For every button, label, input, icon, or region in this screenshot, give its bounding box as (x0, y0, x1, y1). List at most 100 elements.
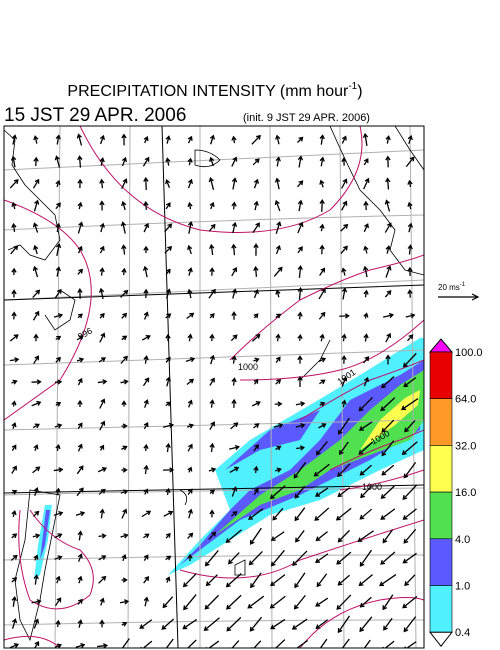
wind-arrow (209, 201, 215, 210)
wind-arrow (54, 423, 63, 429)
wind-arrow (33, 135, 39, 144)
wind-arrow (33, 444, 39, 451)
wind-arrow (269, 485, 286, 500)
wind-arrow (231, 398, 237, 408)
wind-arrow (31, 599, 42, 605)
wind-arrow (186, 378, 195, 385)
wind-arrow (53, 313, 64, 319)
wind-arrow (187, 508, 193, 519)
wind-arrow (253, 243, 259, 256)
wind-arrow (185, 357, 196, 363)
wind-arrow (120, 289, 129, 298)
wind-arrow (275, 244, 281, 255)
wind-arrow (143, 288, 149, 299)
wind-arrow (142, 377, 150, 387)
wind-arrow (319, 199, 325, 212)
wind-arrow (165, 179, 171, 189)
wind-arrow (9, 357, 20, 363)
wind-arrow (249, 616, 263, 632)
wind-arrow (253, 289, 259, 299)
wind-arrow (402, 508, 417, 520)
wind-arrow (209, 399, 215, 408)
wind-arrow (314, 507, 330, 521)
wind-arrow (187, 244, 193, 255)
wind-arrow (270, 549, 285, 567)
map-area (4, 126, 424, 648)
wind-arrow (407, 222, 413, 233)
wind-legend-label: 20 ms-1 (438, 282, 466, 292)
wind-arrow (270, 531, 285, 541)
wind-arrow (55, 179, 61, 188)
wind-arrow (187, 488, 193, 495)
wind-arrow (99, 200, 105, 211)
wind-arrow (11, 134, 17, 145)
isobar-label: 1000 (362, 482, 382, 492)
wind-arrow (407, 244, 413, 255)
colorbar-segment (429, 445, 453, 493)
wind-arrow (209, 377, 215, 386)
wind-arrow (275, 467, 282, 473)
wind-arrow (143, 443, 149, 451)
wind-arrow (120, 379, 129, 385)
wind-arrow (380, 397, 396, 412)
wind-arrow (32, 466, 41, 474)
wind-arrow (143, 488, 149, 495)
wind-arrow (121, 508, 128, 519)
wind-arrow (32, 310, 40, 321)
wind-arrow (357, 530, 374, 542)
wind-arrow (76, 357, 85, 363)
wind-arrow (293, 594, 306, 610)
wind-arrow (10, 155, 17, 168)
wind-arrow (205, 640, 220, 648)
wind-arrow (275, 445, 282, 451)
wind-arrow (407, 179, 413, 188)
wind-arrow (165, 532, 171, 539)
wind-arrow (182, 573, 197, 588)
wind-arrow (231, 221, 238, 234)
wind-arrow (120, 533, 129, 539)
wind-arrow (165, 376, 171, 387)
wind-arrow (358, 441, 374, 455)
isobar-label: 996 (76, 326, 94, 342)
wind-arrow (143, 176, 149, 190)
wind-arrow (275, 289, 281, 298)
wind-arrow (9, 643, 20, 648)
wind-arrow (182, 618, 198, 630)
wind-arrow (186, 423, 194, 429)
colorbar-bottom-triangle (428, 631, 454, 648)
wind-arrow (33, 486, 39, 497)
wind-arrow (31, 379, 42, 385)
wind-arrow (297, 311, 303, 320)
wind-arrow (139, 619, 153, 629)
wind-arrow (11, 379, 18, 385)
wind-arrow (275, 221, 282, 234)
init-time: (init. 9 JST 29 APR. 2006) (243, 112, 370, 124)
wind-arrow (209, 267, 215, 276)
wind-arrow (319, 267, 326, 276)
wind-arrow (402, 484, 418, 500)
wind-arrow (359, 616, 373, 633)
wind-arrow (76, 465, 84, 475)
wind-arrow (297, 246, 303, 254)
wind-arrow (295, 401, 306, 407)
wind-arrow (77, 553, 83, 562)
wind-arrow (401, 441, 418, 455)
wind-arrow (54, 533, 63, 539)
wind-legend-arrow (438, 293, 480, 301)
colorbar-segment (429, 491, 453, 540)
wind-arrow (9, 334, 19, 342)
wind-arrow (318, 357, 327, 363)
wind-arrow (33, 333, 39, 342)
wind-arrow (208, 288, 216, 299)
wind-arrow (337, 463, 351, 478)
wind-arrow (253, 357, 260, 363)
wind-arrow (248, 508, 264, 520)
title-close: ) (357, 83, 362, 100)
wind-arrow (11, 596, 17, 607)
wind-arrow (77, 598, 83, 605)
wind-arrow (164, 245, 173, 254)
wind-arrow (77, 245, 83, 254)
wind-arrow (165, 401, 172, 407)
wind-arrow (33, 618, 40, 629)
wind-arrow (11, 311, 17, 320)
